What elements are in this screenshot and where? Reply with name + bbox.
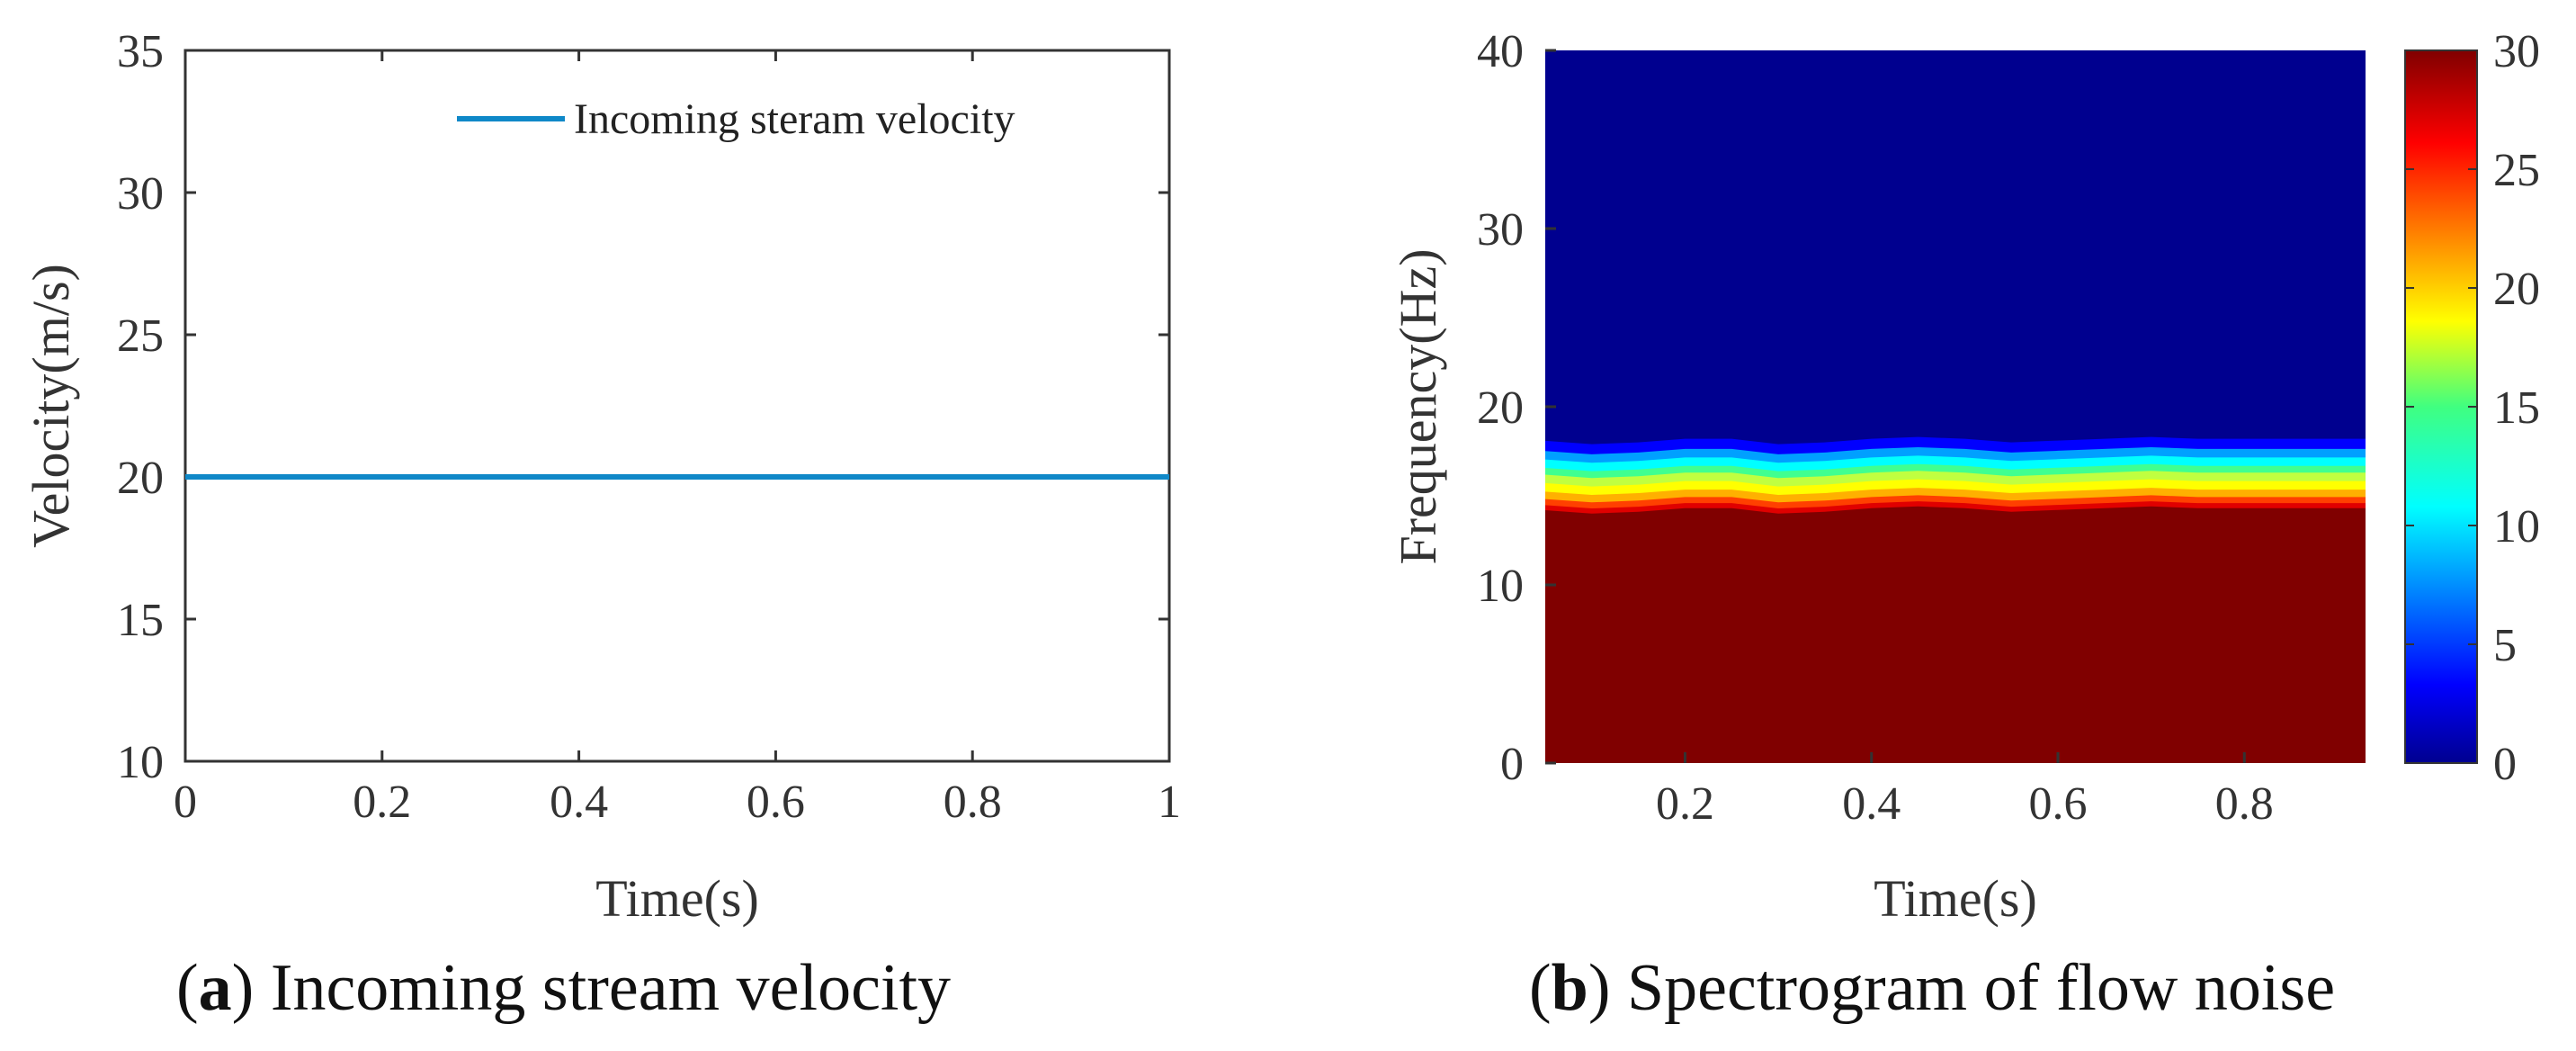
caption-b-letter: b bbox=[1551, 951, 1588, 1025]
y-tick-label: 40 bbox=[1477, 26, 1524, 77]
colorbar-tick-marks bbox=[2405, 49, 2477, 764]
spectrogram-x-tick-labels: 0.2 0.4 0.6 0.8 bbox=[1656, 778, 2274, 830]
colorbar-tick-label: 25 bbox=[2493, 145, 2540, 196]
velocity-y-axis-label: Velocity(m/s) bbox=[22, 264, 80, 548]
velocity-legend: Incoming steram velocity bbox=[457, 95, 1015, 143]
y-tick-label: 0 bbox=[1500, 739, 1524, 790]
velocity-plot-frame bbox=[183, 49, 1171, 763]
colorbar-tick-label: 10 bbox=[2493, 501, 2540, 552]
x-tick-label: 0 bbox=[174, 777, 197, 828]
y-tick-label: 30 bbox=[1477, 204, 1524, 256]
x-tick-label: 0.4 bbox=[550, 777, 608, 828]
y-tick-label: 35 bbox=[117, 26, 164, 77]
colorbar-tick-label: 15 bbox=[2493, 382, 2540, 434]
x-tick-label: 0.8 bbox=[2215, 778, 2274, 830]
velocity-x-tick-labels: 0 0.2 0.4 0.6 0.8 1 bbox=[174, 777, 1181, 828]
y-tick-label: 20 bbox=[1477, 382, 1524, 434]
y-tick-label: 15 bbox=[117, 595, 164, 646]
colorbar-tick-label: 0 bbox=[2493, 739, 2517, 790]
x-tick-label: 0.2 bbox=[353, 777, 411, 828]
y-tick-label: 10 bbox=[117, 737, 164, 788]
y-tick-label: 30 bbox=[117, 168, 164, 220]
x-tick-label: 0.2 bbox=[1656, 778, 1714, 830]
spectrogram-tick-marks bbox=[1545, 49, 2246, 765]
colorbar-tick-label: 30 bbox=[2493, 26, 2540, 77]
x-tick-label: 1 bbox=[1158, 777, 1181, 828]
spectrogram-chart: 0.2 0.4 0.6 0.8 0 10 20 30 40 Time(s) Frequency… bbox=[1389, 26, 2540, 928]
spectrogram-x-axis-label: Time(s) bbox=[1874, 869, 2037, 928]
velocity-x-axis-label: Time(s) bbox=[595, 869, 759, 928]
spectrogram-high-power-region bbox=[1545, 506, 2366, 763]
y-tick-label: 10 bbox=[1477, 561, 1524, 612]
y-tick-label: 25 bbox=[117, 310, 164, 362]
caption-a-text: Incoming stream velocity bbox=[254, 951, 952, 1025]
caption-b: (b) Spectrogram of flow noise bbox=[1529, 951, 2336, 1025]
x-tick-label: 0.6 bbox=[2029, 778, 2088, 830]
colorbar-tick-labels: 0 5 10 15 20 25 30 bbox=[2493, 26, 2540, 790]
caption-b-text: Spectrogram of flow noise bbox=[1610, 951, 2336, 1025]
x-tick-label: 0.8 bbox=[944, 777, 1002, 828]
colorbar-gradient bbox=[2404, 49, 2478, 764]
x-tick-label: 0.6 bbox=[747, 777, 805, 828]
colorbar-tick-label: 20 bbox=[2493, 264, 2540, 315]
legend-label-incoming-velocity: Incoming steram velocity bbox=[574, 95, 1015, 143]
x-tick-label: 0.4 bbox=[1842, 778, 1901, 830]
spectrogram-y-axis-label: Frequency(Hz) bbox=[1389, 248, 1447, 564]
velocity-chart: 0 0.2 0.4 0.6 0.8 1 10 15 20 25 30 35 Incoming ste… bbox=[22, 26, 1181, 928]
y-tick-label: 20 bbox=[117, 453, 164, 504]
caption-a: (a) Incoming stream velocity bbox=[176, 951, 952, 1025]
colorbar-tick-label: 5 bbox=[2493, 620, 2517, 671]
spectrogram-y-tick-labels: 0 10 20 30 40 bbox=[1477, 26, 1524, 790]
caption-a-letter: a bbox=[198, 951, 232, 1025]
colorbar: 0 5 10 15 20 25 30 bbox=[2404, 26, 2540, 790]
velocity-y-tick-labels: 10 15 20 25 30 35 bbox=[117, 26, 164, 788]
